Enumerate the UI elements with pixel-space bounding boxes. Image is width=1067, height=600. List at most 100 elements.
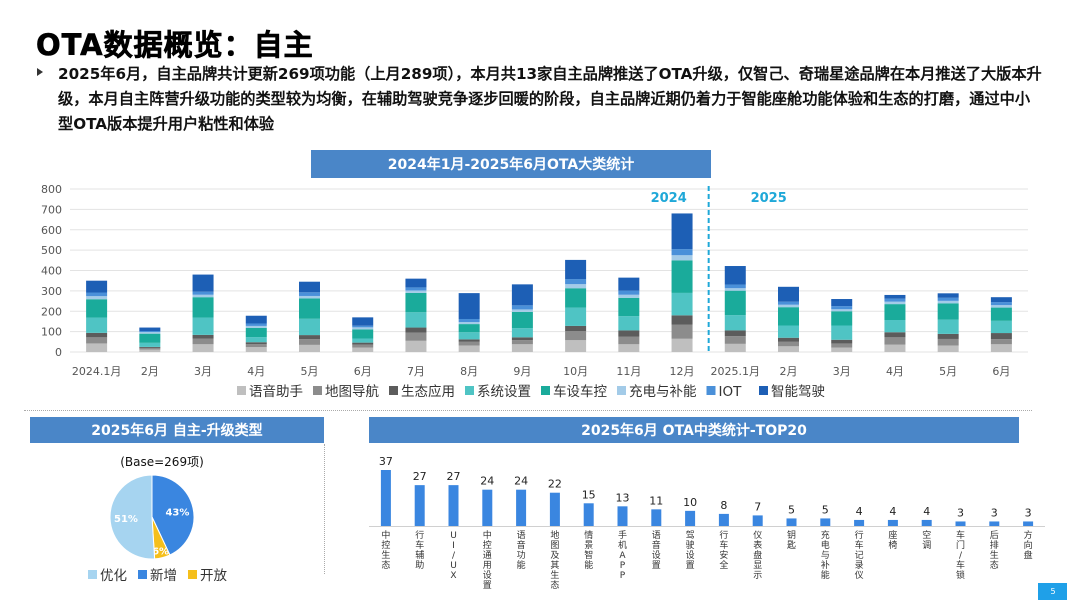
top20-category-label: 中控通用设置: [483, 529, 492, 591]
top20-category-label: 行车安全: [719, 529, 728, 571]
top20-value-label: 8: [720, 499, 727, 512]
top20-value-label: 5: [822, 503, 829, 516]
legend-swatch: [706, 386, 716, 395]
pie-legend-label: 优化: [100, 568, 127, 584]
legend-swatch: [541, 386, 550, 395]
bar-segment: [245, 342, 267, 345]
bar-segment: [990, 297, 1012, 303]
bar-segment: [245, 337, 267, 343]
bar-segment: [565, 279, 587, 285]
bar-segment: [884, 320, 906, 333]
bar-segment: [139, 342, 161, 347]
bar-segment: [192, 274, 214, 292]
bar-segment: [884, 301, 906, 305]
bar-segment: [884, 337, 906, 345]
bar-segment: [937, 293, 959, 298]
bar-segment: [299, 281, 320, 293]
bar-segment: [884, 304, 906, 321]
bar-segment: [618, 297, 640, 317]
bar-segment: [86, 317, 108, 333]
bar-segment: [405, 287, 427, 291]
top20-value-label: 3: [1025, 506, 1032, 519]
year-label-2025: 2025: [751, 191, 787, 206]
x-tick-label: 4月: [247, 365, 265, 378]
bar-segment: [565, 284, 587, 289]
bar-segment: [565, 340, 587, 352]
bar-segment: [458, 339, 480, 342]
bar-segment: [245, 327, 267, 338]
bar-segment: [299, 298, 320, 319]
top20-bar: [820, 518, 831, 526]
top20-category-label: 车门/车锁: [956, 529, 965, 581]
bar-segment: [990, 344, 1012, 352]
legend-label: 车设车控: [553, 383, 607, 400]
top20-value-label: 3: [991, 506, 998, 519]
bar-segment: [511, 344, 533, 352]
bar-segment: [192, 317, 214, 335]
legend-label: 系统设置: [477, 384, 531, 400]
x-tick-label: 3月: [194, 365, 212, 378]
x-tick-label: 9月: [513, 365, 531, 378]
bar-segment: [831, 311, 853, 326]
bar-segment: [778, 346, 799, 352]
bar-segment: [884, 298, 906, 302]
bar-segment: [86, 299, 108, 318]
bar-segment: [565, 307, 587, 326]
x-tick-label: 4月: [886, 365, 904, 378]
bar-segment: [618, 330, 640, 337]
bar-segment: [352, 325, 374, 328]
y-tick-label: 100: [41, 326, 62, 339]
bar-segment: [511, 284, 533, 306]
bar-segment: [937, 319, 959, 334]
bar-segment: [724, 288, 746, 291]
bar-segment: [511, 337, 533, 341]
bar-segment: [405, 332, 427, 341]
top20-value-label: 7: [754, 500, 761, 513]
bar-segment: [192, 294, 214, 298]
y-tick-label: 500: [41, 244, 62, 257]
bar-segment: [565, 259, 587, 280]
top20-category-label: 后排生态: [990, 530, 999, 571]
year-label-2024: 2024: [651, 191, 687, 206]
legend-swatch: [313, 386, 322, 395]
bar-segment: [724, 284, 746, 289]
x-tick-label: 5月: [301, 365, 319, 378]
top20-category-label: 语音功能: [517, 530, 526, 571]
top20-bar: [516, 489, 527, 526]
bar-segment: [671, 338, 693, 352]
y-tick-label: 300: [41, 285, 62, 298]
top20-bar: [786, 518, 797, 526]
top20-bar: [921, 519, 932, 526]
bar-segment: [724, 336, 746, 344]
bar-segment: [990, 305, 1012, 308]
x-tick-label: 11月: [616, 365, 641, 378]
legend-label: 充电与补能: [629, 384, 697, 400]
top20-bar: [887, 519, 898, 526]
column-divider: [324, 444, 325, 574]
bar-segment: [671, 260, 693, 293]
bar-segment: [405, 340, 427, 352]
top20-category-label: 地图及其生态: [550, 529, 559, 591]
top20-category-label: 中控生态: [381, 529, 390, 571]
top20-bar: [617, 506, 628, 526]
bar-segment: [405, 290, 427, 293]
top20-bar: [651, 509, 662, 526]
bar-segment: [778, 304, 799, 308]
bar-segment: [511, 328, 533, 338]
bar-segment: [618, 277, 640, 291]
x-tick-label: 8月: [460, 365, 478, 378]
pie-base-label: (Base=269项): [120, 455, 204, 469]
legend-swatch: [237, 386, 246, 395]
bar-segment: [778, 341, 799, 347]
bar-segment: [937, 333, 959, 339]
pie-slice-优化: [109, 474, 156, 560]
section-divider: [24, 410, 1032, 411]
bar-segment: [245, 325, 267, 328]
bar-segment: [245, 323, 267, 326]
bar-segment: [778, 337, 799, 342]
top20-bar: [718, 513, 729, 526]
main-chart-title: 2024年1月-2025年6月OTA大类统计: [311, 150, 711, 178]
bar-segment: [671, 255, 693, 261]
bar-segment: [458, 345, 480, 352]
